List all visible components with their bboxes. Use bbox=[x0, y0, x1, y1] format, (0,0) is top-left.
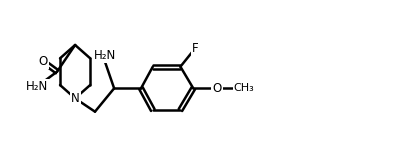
Text: H₂N: H₂N bbox=[94, 49, 116, 62]
Text: F: F bbox=[192, 42, 198, 55]
Text: H₂N: H₂N bbox=[26, 80, 48, 93]
Text: CH₃: CH₃ bbox=[234, 83, 255, 93]
Text: O: O bbox=[213, 82, 222, 95]
Text: N: N bbox=[71, 92, 79, 105]
Text: O: O bbox=[39, 55, 48, 68]
